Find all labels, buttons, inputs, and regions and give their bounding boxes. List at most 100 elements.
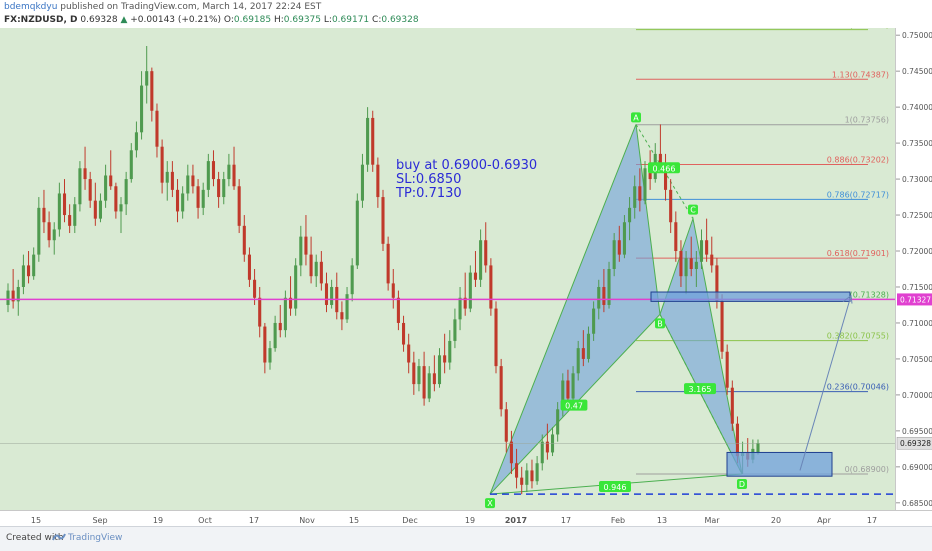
candle-body [175, 189, 180, 212]
candle-body [355, 200, 359, 266]
candle-body [628, 207, 632, 223]
open-label: O: [223, 15, 234, 25]
y-tick-label: 0.74000 [902, 103, 932, 112]
candle-body [376, 164, 380, 198]
candle-body [730, 387, 734, 424]
x-tick-label: Nov [299, 516, 315, 525]
candle-body [509, 441, 513, 464]
projection-arrow-line [799, 295, 852, 471]
candle-body [669, 189, 673, 223]
candle-body [201, 189, 205, 208]
candle-body [6, 290, 10, 305]
candle-body [330, 286, 334, 305]
candle-body [258, 297, 262, 327]
candle-body [37, 207, 41, 255]
x-tick-label: 20 [771, 516, 781, 525]
y-tick-label: 0.68500 [902, 499, 932, 508]
fib-level-label: 0.618(0.71901) [827, 249, 889, 258]
candle-body [170, 171, 174, 190]
candle-body [504, 409, 508, 442]
candle-body [21, 265, 25, 287]
y-tick-label: 0.72000 [902, 247, 932, 256]
chart-svg[interactable]: 1.272(0.75077) 1.13(0.74387) 1(0.73756) 0.8… [0, 21, 895, 510]
candle-body [288, 297, 293, 309]
price-axis[interactable]: 0.75000 0.74500 0.74000 0.73500 0.73000 0.725… [895, 28, 932, 510]
candle-body [104, 175, 108, 201]
author-link[interactable]: bdemqkdyu [4, 2, 58, 12]
candle-body [612, 240, 616, 269]
arrow-up-icon: ▲ [120, 15, 128, 25]
candle-body [52, 229, 56, 241]
time-axis-svg: 15 Sep 19 Oct 17 Nov 15 Dec 19 2017 17 Feb 13 Mar 20 Ap… [31, 516, 877, 525]
candle-body [499, 366, 503, 410]
pattern-ratio-label: 0.946 [604, 483, 627, 492]
candle-body [16, 286, 20, 302]
candle-body [658, 153, 662, 165]
x-tick-label: 19 [465, 516, 475, 525]
candle-body [638, 186, 642, 201]
candle-body [47, 222, 51, 241]
annotation-line-3[interactable]: TP:0.7130 [395, 186, 462, 201]
y-tick-label: 0.69500 [902, 427, 932, 436]
candle-body [484, 240, 488, 266]
footer-bar: Created with TradingView [0, 526, 932, 551]
candle-body [381, 197, 385, 244]
candle-body [412, 362, 416, 385]
annotation-line-1[interactable]: buy at 0.6900-0.6930 [396, 158, 537, 173]
candle-body [453, 319, 457, 341]
candle-body [535, 463, 539, 482]
candle-body [545, 441, 549, 453]
y-tick-label: 0.70500 [902, 355, 932, 364]
close-value: 0.69328 [381, 15, 419, 25]
candle-body [643, 168, 647, 201]
candle-body [715, 265, 719, 302]
fib-level-label: 1.272(0.75077) [827, 28, 889, 30]
candle-body [155, 110, 159, 147]
candle-body [494, 308, 498, 367]
pattern-ratio-badge [599, 480, 631, 492]
x-tick-label: 13 [657, 516, 667, 525]
pattern-point-label: X [487, 499, 493, 508]
open-value: 0.69185 [233, 15, 272, 25]
candle-body [617, 240, 621, 255]
candle-body [422, 366, 426, 399]
x-tick-label: Oct [198, 516, 212, 525]
current-price-text: 0.69328 [900, 439, 931, 448]
fib-levels: 1.272(0.75077) 1.13(0.74387) 1(0.73756) 0.8… [636, 21, 889, 475]
candle-body [98, 200, 103, 219]
candle-body [581, 348, 585, 359]
candle-body [473, 272, 478, 280]
candle-body [283, 297, 287, 331]
candle-body [402, 322, 406, 345]
symbol-name[interactable]: FX:NZDUSD, D [4, 15, 78, 25]
candle-body [140, 85, 144, 133]
fib-level-label: (0.71328) [850, 290, 889, 299]
pattern-ratio-badge [560, 399, 588, 411]
candle-body [720, 301, 724, 352]
candle-body [566, 380, 570, 399]
candle-body [458, 297, 462, 320]
tradingview-brand[interactable]: TradingView [68, 533, 123, 543]
low-value: 0.69171 [331, 15, 370, 25]
candle-body [633, 186, 637, 208]
candle-body [427, 373, 431, 399]
publish-info: bdemqkdyu published on TradingView.com, … [4, 2, 321, 12]
candle-body [299, 236, 303, 266]
candles [6, 45, 760, 495]
candle-body [217, 179, 221, 198]
candle-body [73, 204, 77, 226]
time-axis[interactable]: 15 Sep 19 Oct 17 Nov 15 Dec 19 2017 17 Feb 13 Mar 20 Ap… [0, 510, 932, 525]
high-value: 0.69375 [283, 15, 322, 25]
candle-body [648, 168, 652, 180]
pattern-point-badge [737, 479, 747, 490]
fib-level-label: 0.382(0.70755) [827, 332, 889, 341]
candle-body [129, 150, 133, 180]
pattern-point-badge [655, 318, 665, 329]
candle-body [515, 463, 519, 478]
chart-plot-area[interactable]: 1.272(0.75077) 1.13(0.74387) 1(0.73756) 0.8… [0, 21, 895, 510]
candle-body [160, 146, 164, 183]
candle-body [345, 294, 349, 320]
pattern-ratio-label: 3.165 [689, 385, 712, 394]
annotation-line-2[interactable]: SL:0.6850 [396, 172, 461, 187]
candle-body [119, 204, 123, 212]
